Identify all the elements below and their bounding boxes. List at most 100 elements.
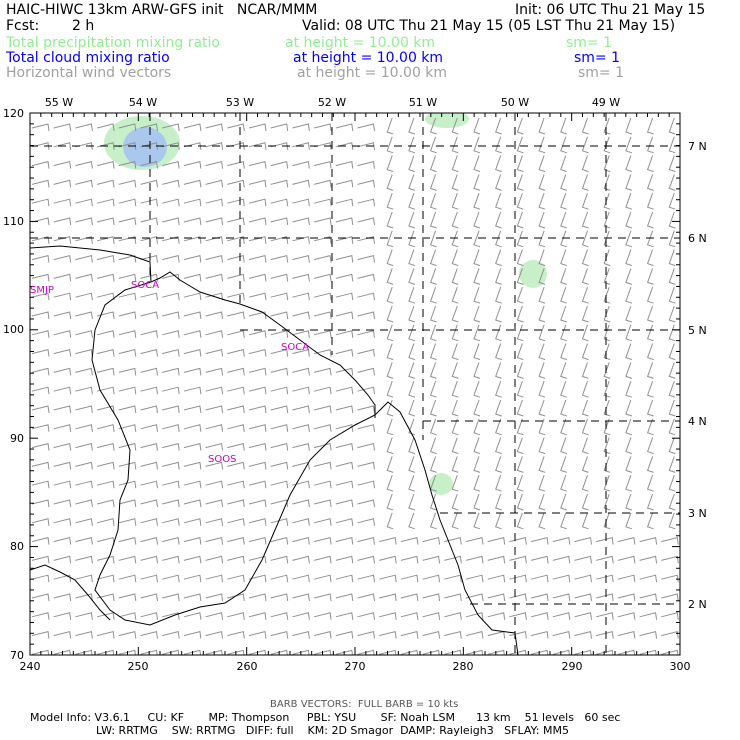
wind-barb — [668, 399, 676, 417]
wind-barb — [248, 424, 267, 432]
wind-barb — [661, 555, 679, 564]
x-tick-label: 280 — [453, 660, 474, 673]
wind-barb — [581, 287, 589, 304]
forecast-hour: 2 h — [72, 18, 95, 34]
wind-barb — [96, 254, 115, 263]
wind-barb — [205, 142, 224, 150]
wind-barb — [683, 556, 700, 563]
wind-barb — [227, 348, 245, 357]
wind-barb — [53, 311, 72, 320]
wind-barb — [270, 142, 289, 150]
wind-barb — [530, 649, 549, 655]
wind-barb — [408, 249, 416, 267]
wind-barb — [386, 475, 394, 492]
wind-barb — [400, 649, 419, 655]
wind-barb — [118, 254, 137, 263]
wind-barb — [473, 155, 481, 173]
wind-barb — [683, 650, 700, 657]
wind-barb — [560, 362, 567, 379]
wind-barb — [335, 555, 354, 564]
wind-barb — [118, 536, 137, 545]
wind-barb — [183, 518, 202, 526]
wind-barb — [581, 249, 589, 267]
wind-barb — [75, 630, 93, 639]
wind-barb — [451, 305, 459, 323]
wind-barb — [248, 179, 267, 188]
wind-barb — [451, 362, 459, 379]
wind-barb — [487, 630, 506, 639]
wind-barb — [335, 461, 354, 470]
wind-barb — [227, 405, 245, 414]
wind-barb — [516, 155, 524, 173]
wind-barb — [96, 649, 115, 655]
wind-barb — [451, 193, 459, 210]
wind-barb — [162, 649, 180, 655]
wind-barb — [516, 512, 524, 530]
wind-barb — [248, 142, 267, 150]
wind-barb — [668, 493, 676, 511]
wind-barb — [560, 249, 567, 267]
wind-barb — [646, 362, 654, 379]
wind-barb — [429, 305, 437, 323]
wind-barb — [408, 512, 416, 530]
wind-barb — [473, 493, 481, 511]
wind-barb — [617, 612, 636, 620]
wind-barb — [408, 193, 416, 210]
wind-barb — [516, 418, 524, 436]
wind-barb — [429, 230, 437, 248]
wind-barb — [495, 136, 502, 154]
wind-barb — [270, 198, 289, 207]
wind-barb — [465, 649, 484, 655]
wind-barb — [227, 649, 245, 655]
wind-barb — [140, 292, 158, 301]
wind-barb — [31, 367, 50, 376]
wind-barb — [408, 381, 416, 398]
wind-barb — [408, 418, 416, 436]
wind-barb — [487, 574, 506, 583]
wind-barb — [75, 461, 93, 470]
coastline — [30, 245, 152, 283]
wind-barb — [560, 456, 567, 473]
wind-barb — [96, 555, 115, 564]
wind-barb — [270, 123, 289, 132]
wind-barb — [581, 399, 589, 417]
wind-barb — [75, 330, 93, 338]
wind-barb — [118, 273, 137, 282]
wind-barb — [495, 268, 502, 285]
wind-barb — [646, 512, 654, 530]
wind-barb — [118, 499, 137, 508]
wind-barb — [560, 230, 567, 248]
wind-barb — [668, 418, 676, 436]
wind-barb — [538, 155, 546, 173]
wind-barb — [75, 386, 93, 395]
wind-barb — [96, 480, 115, 489]
wind-barb — [140, 499, 158, 508]
longitude-label: 49 W — [592, 96, 620, 109]
wind-barb — [96, 593, 115, 602]
wind-barb — [53, 480, 72, 489]
cloud-area — [123, 127, 167, 167]
wind-barb — [75, 198, 93, 207]
wind-barb — [357, 630, 375, 639]
wind-barb — [248, 330, 267, 338]
wind-barb — [162, 123, 180, 132]
wind-barb — [248, 292, 267, 301]
wind-barb — [205, 480, 224, 489]
wind-barb — [96, 405, 115, 414]
wind-barb — [668, 362, 676, 379]
wind-barb — [96, 292, 115, 301]
wind-barb — [118, 348, 137, 357]
wind-barb — [248, 348, 267, 357]
wind-barb — [603, 117, 611, 135]
wind-barb — [451, 117, 459, 135]
wind-barb — [75, 424, 93, 432]
wind-barb — [473, 475, 481, 492]
wind-barb — [516, 174, 524, 191]
wind-barb — [140, 574, 158, 583]
wind-barb — [495, 305, 502, 323]
wind-barb — [646, 155, 654, 173]
wind-barb — [162, 461, 180, 470]
wind-barb — [270, 442, 289, 451]
wind-barb — [183, 236, 202, 244]
